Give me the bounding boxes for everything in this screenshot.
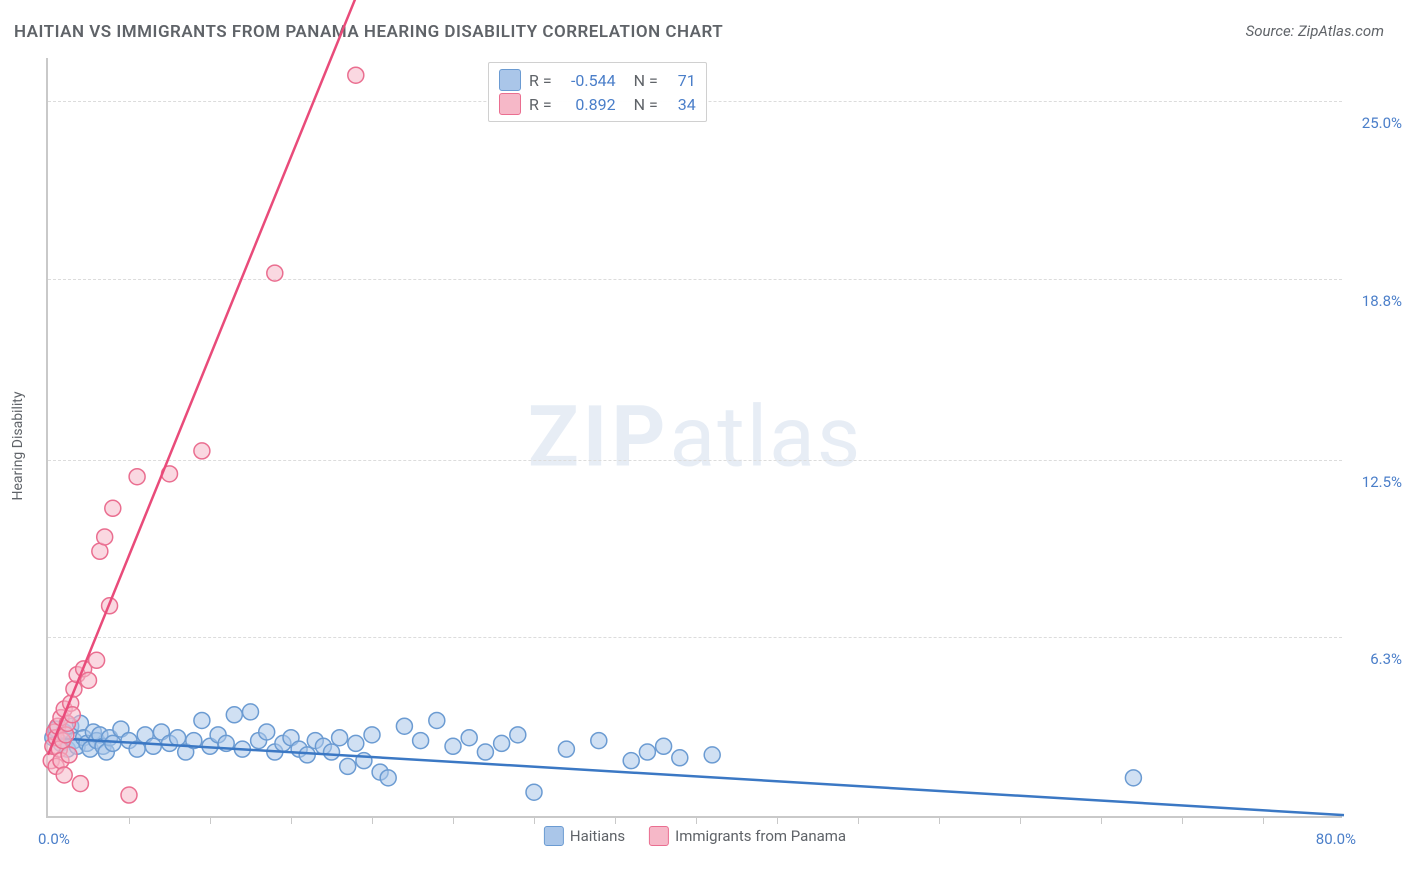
scatter-point-haitians (145, 738, 161, 754)
x-axis-min-label: 0.0% (38, 830, 70, 848)
scatter-point-haitians (396, 718, 412, 734)
scatter-point-panama (61, 747, 77, 763)
fit-line-haitians (48, 738, 1344, 815)
scatter-point-haitians (558, 741, 574, 757)
scatter-point-haitians (1125, 770, 1141, 786)
x-tick (777, 816, 778, 824)
scatter-point-haitians (380, 770, 396, 786)
scatter-point-haitians (477, 744, 493, 760)
x-tick (291, 816, 292, 824)
scatter-point-panama (97, 529, 113, 545)
stats-row-haitians: R = -0.544 N = 71 (499, 69, 696, 91)
scatter-point-haitians (623, 753, 639, 769)
legend-label: Immigrants from Panama (675, 827, 846, 845)
scatter-point-panama (72, 776, 88, 792)
y-tick-label: 25.0% (1362, 114, 1402, 132)
x-tick (1263, 816, 1264, 824)
scatter-point-haitians (299, 747, 315, 763)
scatter-point-haitians (704, 747, 720, 763)
y-tick-label: 12.5% (1362, 473, 1402, 491)
y-tick-label: 6.3% (1370, 650, 1402, 668)
scatter-point-panama (267, 265, 283, 281)
scatter-point-panama (121, 787, 137, 803)
x-tick (615, 816, 616, 824)
legend-swatch-haitians (544, 826, 564, 846)
scatter-point-haitians (170, 730, 186, 746)
x-tick (453, 816, 454, 824)
scatter-point-haitians (332, 730, 348, 746)
scatter-point-haitians (340, 758, 356, 774)
scatter-point-panama (81, 672, 97, 688)
x-tick (534, 816, 535, 824)
scatter-point-panama (129, 469, 145, 485)
scatter-point-haitians (526, 784, 542, 800)
plot-area: ZIPatlas 6.3%12.5%18.8%25.0% 0.0% 80.0% … (46, 58, 1342, 818)
scatter-point-haitians (226, 707, 242, 723)
r-label: R = (529, 71, 552, 90)
scatter-point-panama (348, 67, 364, 83)
legend-swatch-panama (499, 93, 521, 115)
series-legend: Haitians Immigrants from Panama (544, 826, 846, 846)
r-label: R = (529, 95, 552, 114)
r-value: 0.892 (560, 95, 616, 114)
scatter-point-panama (89, 652, 105, 668)
x-tick (1101, 816, 1102, 824)
stats-row-panama: R = 0.892 N = 34 (499, 93, 696, 115)
n-value: 71 (666, 71, 696, 90)
n-value: 34 (666, 95, 696, 114)
scatter-point-panama (194, 443, 210, 459)
scatter-point-haitians (324, 744, 340, 760)
legend-item-panama: Immigrants from Panama (649, 826, 846, 846)
scatter-point-panama (105, 500, 121, 516)
scatter-point-haitians (194, 712, 210, 728)
source-attribution: Source: ZipAtlas.com (1246, 22, 1384, 40)
scatter-point-haitians (461, 730, 477, 746)
n-label: N = (634, 95, 658, 114)
y-axis-label: Hearing Disability (10, 392, 26, 501)
scatter-point-haitians (639, 744, 655, 760)
x-tick (129, 816, 130, 824)
scatter-point-panama (92, 543, 108, 559)
chart-title: HAITIAN VS IMMIGRANTS FROM PANAMA HEARIN… (14, 22, 723, 42)
scatter-svg (48, 58, 1342, 816)
scatter-point-haitians (413, 733, 429, 749)
scatter-point-haitians (672, 750, 688, 766)
fit-line-panama (48, 0, 372, 755)
x-tick (858, 816, 859, 824)
x-tick (1020, 816, 1021, 824)
x-tick (696, 816, 697, 824)
scatter-point-haitians (105, 735, 121, 751)
legend-label: Haitians (570, 827, 625, 845)
x-tick (1182, 816, 1183, 824)
r-value: -0.544 (560, 71, 616, 90)
scatter-point-haitians (510, 727, 526, 743)
legend-swatch-haitians (499, 69, 521, 91)
scatter-point-haitians (656, 738, 672, 754)
scatter-point-haitians (243, 704, 259, 720)
y-tick-label: 18.8% (1362, 292, 1402, 310)
x-tick (372, 816, 373, 824)
scatter-point-haitians (494, 735, 510, 751)
scatter-point-haitians (364, 727, 380, 743)
n-label: N = (634, 71, 658, 90)
scatter-point-haitians (348, 735, 364, 751)
stats-legend: R = -0.544 N = 71 R = 0.892 N = 34 (488, 62, 707, 122)
legend-swatch-panama (649, 826, 669, 846)
scatter-point-haitians (429, 712, 445, 728)
scatter-point-haitians (259, 724, 275, 740)
scatter-point-haitians (445, 738, 461, 754)
scatter-point-panama (56, 767, 72, 783)
x-axis-max-label: 80.0% (1316, 830, 1356, 848)
scatter-point-haitians (591, 733, 607, 749)
legend-item-haitians: Haitians (544, 826, 625, 846)
x-tick (939, 816, 940, 824)
x-tick (210, 816, 211, 824)
